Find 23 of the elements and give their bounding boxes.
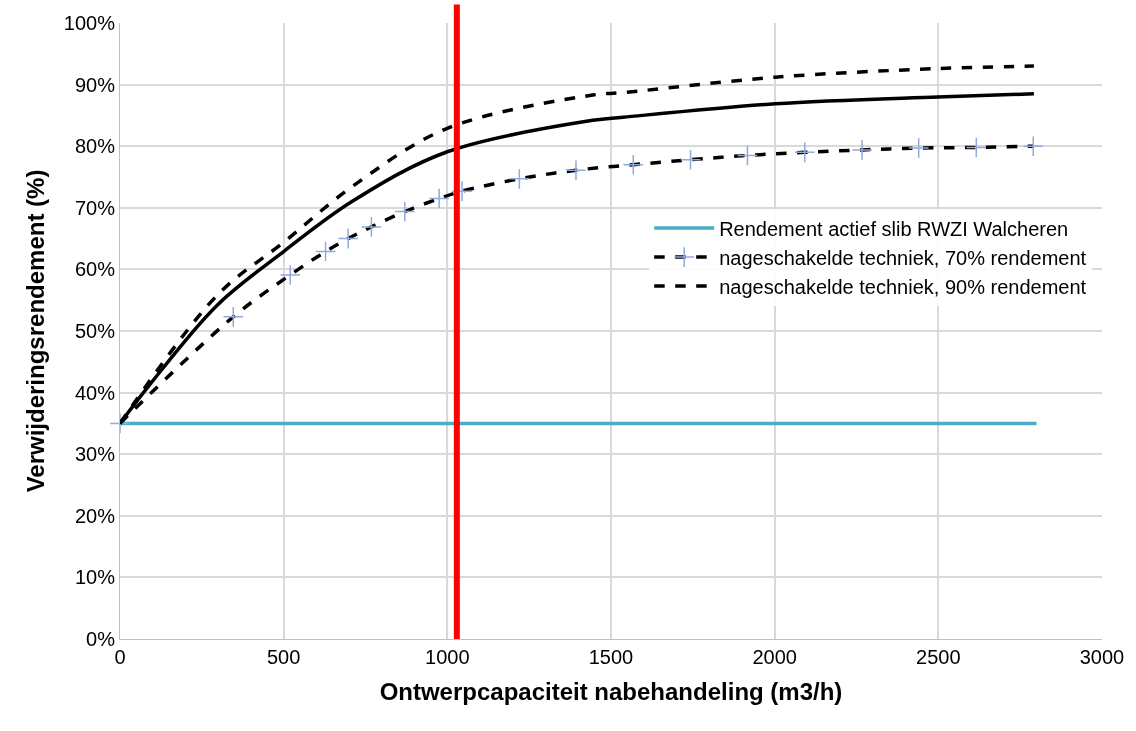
y-tick-label: 30% (74, 443, 116, 466)
x-axis-title: Ontwerpcapaciteit nabehandeling (m3/h) (379, 678, 843, 706)
x-tick-label: 500 (266, 646, 301, 668)
y-tick-label: 20% (74, 504, 116, 527)
y-tick-label: 10% (74, 566, 116, 589)
y-tick-label: 80% (74, 135, 116, 158)
legend-label: Rendement actief slib RWZI Walcheren (719, 217, 1069, 240)
y-tick-label: 40% (74, 381, 116, 404)
x-tick-label: 1500 (588, 646, 634, 668)
legend-label: nageschakelde techniek, 70% rendement (719, 246, 1087, 269)
y-tick-label: 0% (86, 628, 116, 650)
y-tick-label: 70% (74, 196, 116, 219)
x-tick-label: 1000 (425, 646, 470, 668)
x-tick-label: 0 (114, 646, 126, 668)
x-tick-label: 2500 (916, 646, 961, 668)
y-tick-label: 60% (74, 258, 116, 281)
y-tick-label: 50% (74, 320, 116, 342)
y-tick-label: 100% (63, 12, 116, 34)
x-tick-label: 2000 (752, 646, 797, 668)
x-tick-label: 3000 (1079, 646, 1125, 668)
y-tick-label: 90% (74, 73, 116, 96)
legend-label: nageschakelde techniek, 90% rendement (719, 275, 1087, 298)
y-axis-title: Verwijderingsrendement (%) (21, 169, 49, 493)
